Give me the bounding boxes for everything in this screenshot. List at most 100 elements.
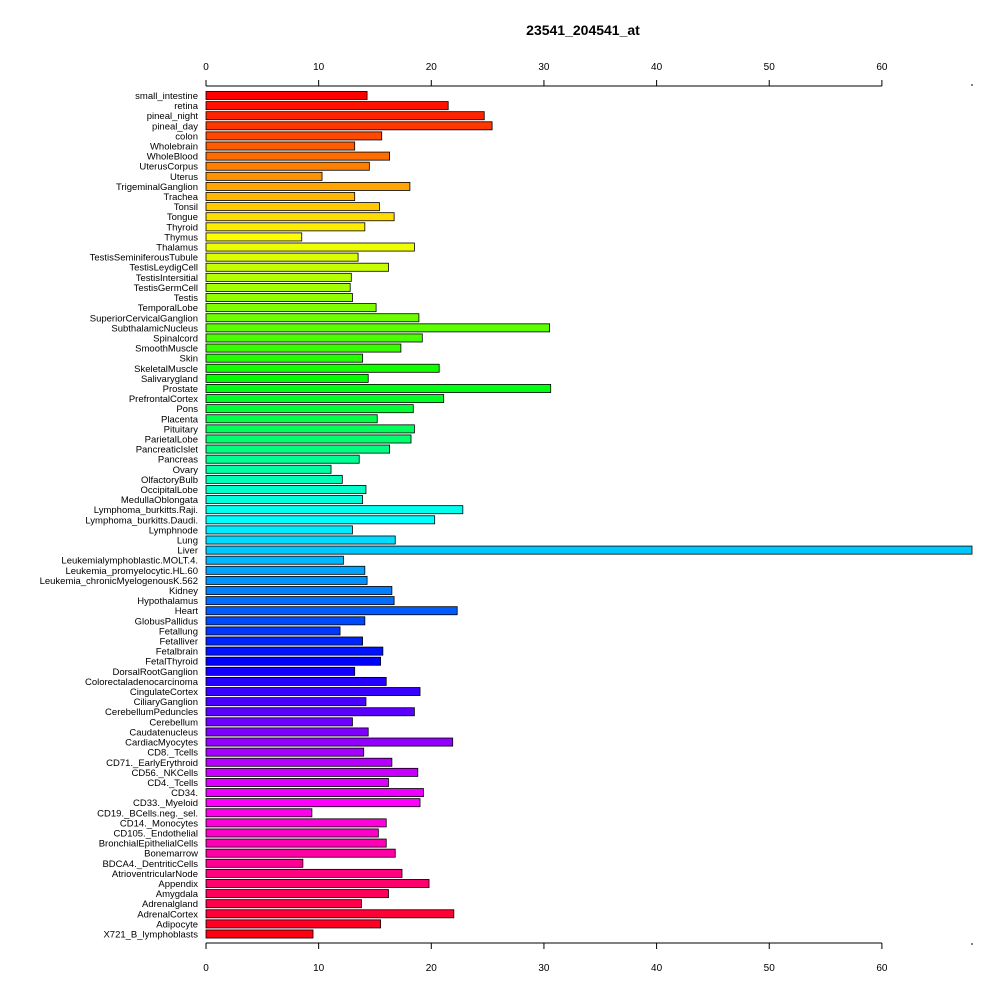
category-label: AtrioventricularNode bbox=[112, 869, 198, 880]
category-label: CardiacMyocytes bbox=[125, 738, 198, 749]
category-label: Placenta bbox=[161, 414, 199, 425]
bar bbox=[205, 434, 412, 444]
category-label: Lung bbox=[177, 536, 198, 547]
category-label: Fetalbrain bbox=[156, 647, 198, 658]
category-label: Pancreas bbox=[158, 455, 198, 466]
category-label: CerebellumPeduncles bbox=[105, 707, 198, 718]
bar bbox=[205, 848, 396, 858]
category-label: TestisSeminiferousTubule bbox=[90, 253, 198, 264]
axis-tick-label: 40 bbox=[651, 62, 663, 73]
category-label: TestisLeydigCell bbox=[129, 263, 198, 274]
bar bbox=[205, 101, 449, 111]
bar bbox=[205, 474, 343, 484]
bar bbox=[205, 565, 366, 575]
category-label: Hypothalamus bbox=[137, 596, 198, 607]
bar bbox=[205, 818, 387, 828]
bar bbox=[205, 141, 356, 151]
category-label: Liver bbox=[177, 546, 198, 557]
bar bbox=[205, 606, 458, 616]
category-label: TestisGermCell bbox=[134, 283, 198, 294]
bar bbox=[205, 656, 382, 666]
axis-tick-label: 30 bbox=[538, 963, 550, 974]
bar bbox=[205, 626, 341, 636]
bar bbox=[205, 414, 378, 424]
bar bbox=[205, 545, 973, 555]
bar bbox=[205, 676, 387, 686]
category-label: PancreaticIslet bbox=[136, 445, 199, 456]
category-label: WholeBlood bbox=[147, 152, 198, 163]
bar bbox=[205, 798, 421, 808]
bar bbox=[205, 788, 424, 798]
bar bbox=[205, 293, 353, 302]
bar bbox=[205, 485, 367, 494]
axis-tick-label: 10 bbox=[313, 62, 325, 73]
bar bbox=[205, 899, 362, 909]
bar bbox=[205, 444, 391, 454]
category-label: GlobusPallidus bbox=[135, 616, 199, 627]
bar bbox=[205, 525, 353, 535]
axis-tick-label: 60 bbox=[876, 963, 888, 974]
bar bbox=[205, 171, 323, 181]
bar bbox=[205, 212, 395, 222]
category-label: Tonsil bbox=[174, 202, 198, 213]
bar bbox=[205, 495, 363, 505]
bar bbox=[205, 767, 419, 777]
bar bbox=[205, 454, 360, 464]
bar bbox=[205, 515, 436, 525]
category-label: Lymphnode bbox=[149, 525, 198, 536]
bar bbox=[205, 192, 356, 201]
bar bbox=[205, 727, 369, 737]
bar bbox=[205, 596, 395, 606]
bar bbox=[205, 646, 384, 656]
bar bbox=[205, 636, 363, 646]
axis-tick-label: 40 bbox=[651, 963, 663, 974]
bar bbox=[205, 929, 314, 939]
bar bbox=[205, 384, 552, 393]
bar bbox=[205, 505, 464, 515]
bar bbox=[205, 868, 403, 878]
bar bbox=[205, 363, 440, 373]
bar bbox=[205, 889, 389, 899]
category-label: Appendix bbox=[158, 879, 198, 890]
category-label: Thyroid bbox=[166, 222, 198, 233]
category-label: Pons bbox=[176, 404, 198, 415]
category-label: Spinalcord bbox=[153, 333, 198, 344]
category-label: Thymus bbox=[164, 232, 198, 243]
bar bbox=[205, 151, 391, 161]
category-label: DorsalRootGanglion bbox=[112, 667, 198, 678]
bar bbox=[205, 879, 430, 888]
bar bbox=[205, 252, 359, 262]
category-label: Wholebrain bbox=[150, 142, 198, 153]
bar bbox=[205, 616, 366, 626]
bar bbox=[205, 919, 382, 929]
bottom-axis: 0 10 20 30 40 50 60 bbox=[203, 942, 973, 974]
bar bbox=[205, 575, 368, 585]
category-label: Trachea bbox=[164, 192, 199, 203]
category-label: X721_B_lymphoblasts bbox=[103, 930, 198, 941]
category-label: Fetalliver bbox=[159, 637, 198, 648]
bar bbox=[205, 272, 352, 282]
category-label: TestisIntersitial bbox=[136, 273, 198, 284]
category-label: CD14._Monocytes bbox=[120, 818, 198, 829]
bar bbox=[205, 717, 353, 727]
category-label: UterusCorpus bbox=[139, 162, 198, 173]
category-label: retina bbox=[174, 101, 198, 112]
bar bbox=[205, 687, 421, 696]
bar bbox=[205, 778, 389, 787]
category-label: CD71._EarlyErythroid bbox=[106, 758, 198, 769]
category-label: Skin bbox=[180, 354, 198, 365]
category-label: TemporalLobe bbox=[138, 303, 198, 314]
category-label: Prostate bbox=[163, 384, 198, 395]
bar bbox=[205, 838, 387, 848]
bar bbox=[205, 121, 493, 131]
bar bbox=[205, 353, 363, 363]
bar bbox=[205, 555, 344, 565]
category-label: Leukemia_promyelocytic.HL.60 bbox=[65, 566, 198, 577]
category-label: Leukemialymphoblastic.MOLT.4. bbox=[61, 556, 198, 567]
bar bbox=[205, 858, 304, 868]
category-label: Colorectaladenocarcinoma bbox=[85, 677, 199, 688]
bar bbox=[205, 181, 411, 191]
category-label: CingulateCortex bbox=[130, 687, 198, 698]
category-label: Lymphoma_burkitts.Daudi. bbox=[85, 515, 198, 526]
